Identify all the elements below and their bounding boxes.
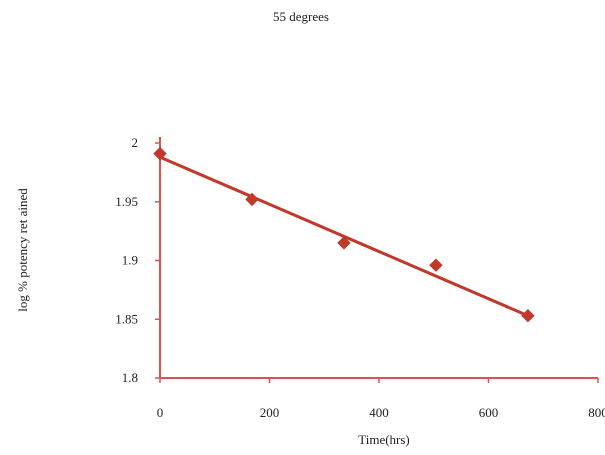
x-tick-label: 0 <box>157 405 164 420</box>
x-tick-label: 400 <box>369 405 389 420</box>
y-tick-label: 1.85 <box>115 311 138 326</box>
y-tick-label: 2 <box>132 135 139 150</box>
data-point <box>245 192 259 207</box>
chart-title: 55 degrees <box>273 9 329 24</box>
y-axis-title: log % potency ret ained <box>15 188 30 312</box>
data-point <box>153 146 167 161</box>
axes <box>159 137 598 379</box>
x-axis-ticks: 0 200 400 600 800 <box>157 378 605 420</box>
x-tick-label: 200 <box>260 405 280 420</box>
x-tick-label: 600 <box>479 405 499 420</box>
y-tick-label: 1.95 <box>115 194 138 209</box>
x-axis-title: Time(hrs) <box>358 432 410 447</box>
x-tick-label: 800 <box>588 405 605 420</box>
y-axis-ticks: 1.8 1.85 1.9 1.95 2 <box>115 135 160 385</box>
y-tick-label: 1.9 <box>122 253 138 268</box>
data-point <box>429 258 443 272</box>
data-points <box>153 146 535 323</box>
y-tick-label: 1.8 <box>122 370 138 385</box>
data-point <box>337 236 351 250</box>
data-point <box>521 309 535 323</box>
